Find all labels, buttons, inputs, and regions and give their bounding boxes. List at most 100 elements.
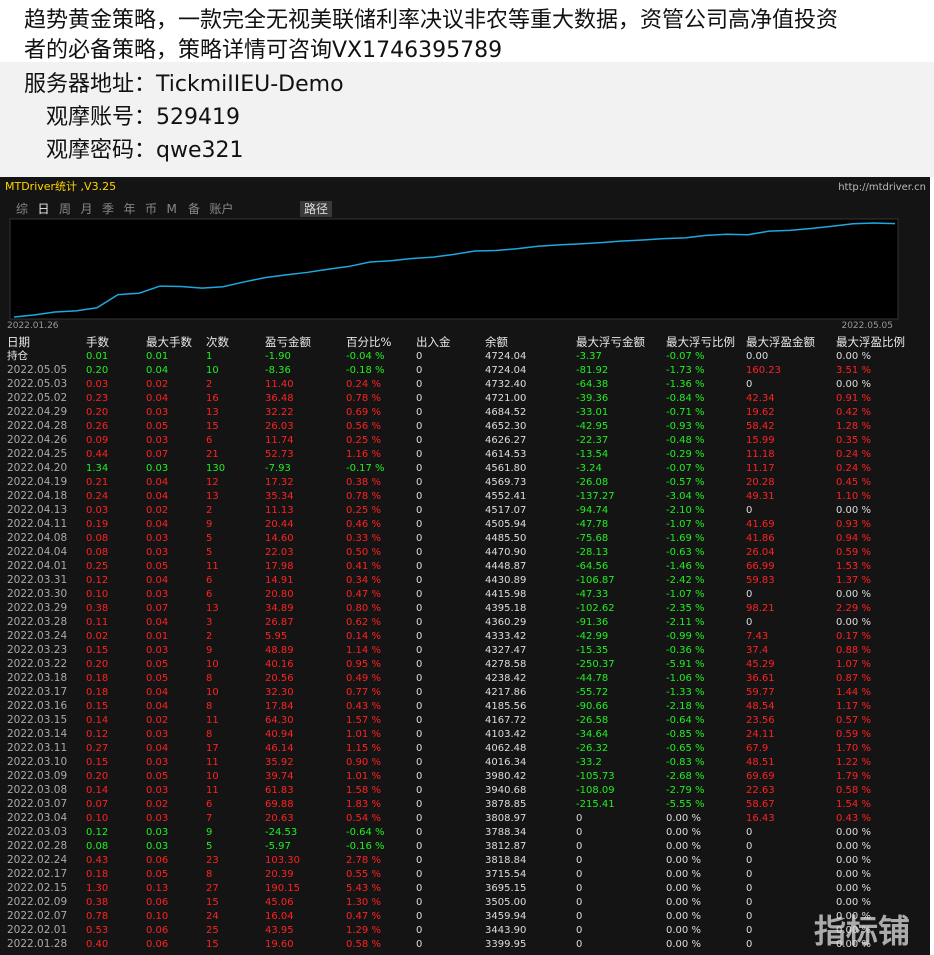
table-cell: 0 [416, 589, 422, 600]
table-cell: 4626.27 [485, 435, 526, 446]
table-cell: 14.91 [265, 575, 294, 586]
tab[interactable]: 币 [145, 202, 157, 216]
table-cell: 11.18 [746, 449, 775, 460]
table-cell: 25 [206, 925, 219, 936]
table-cell: 0.24 % [836, 449, 871, 460]
table-cell: 4569.73 [485, 477, 526, 488]
table-cell: 69.88 [265, 799, 294, 810]
table-cell: 103.30 [265, 855, 300, 866]
table-cell: 1.70 % [836, 743, 871, 754]
table-cell: 0.04 [146, 365, 168, 376]
table-cell: 0.13 [146, 883, 168, 894]
table-cell: -108.09 [576, 785, 615, 796]
tab[interactable]: 备 [188, 202, 200, 216]
table-cell: 1.34 [86, 463, 108, 474]
table-cell: 48.89 [265, 645, 294, 656]
table-cell: 12 [206, 477, 219, 488]
table-cell: 11.40 [265, 379, 294, 390]
column-header: 次数 [206, 335, 229, 349]
table-cell: 64.30 [265, 715, 294, 726]
table-cell: 17 [206, 743, 219, 754]
table-cell: 0 [416, 785, 422, 796]
row-date: 2022.05.02 [7, 392, 67, 404]
table-cell: 0.05 [146, 771, 168, 782]
table-cell: 190.15 [265, 883, 300, 894]
table-cell: 0.00 % [666, 911, 701, 922]
table-cell: 0.53 [86, 925, 108, 936]
tab[interactable]: 账户 [210, 201, 234, 216]
column-header: 出入金 [416, 335, 451, 349]
table-cell: 0.23 [86, 393, 108, 404]
table-cell: 1.14 % [346, 645, 381, 656]
tab[interactable]: 年 [124, 202, 136, 216]
table-cell: 0.00 % [666, 883, 701, 894]
table-cell: 0.44 [86, 449, 108, 460]
table-cell: -28.13 [576, 547, 608, 558]
table-cell: 17.98 [265, 561, 294, 572]
table-cell: 0.11 [86, 617, 108, 628]
table-cell: 0 [416, 687, 422, 698]
table-cell: 0.15 [86, 701, 108, 712]
table-cell: 0.00 % [836, 827, 871, 838]
row-date: 2022.02.07 [7, 910, 67, 922]
table-cell: 0.03 [86, 379, 108, 390]
table-cell: 160.23 [746, 365, 781, 376]
table-cell: -1.90 [265, 351, 291, 362]
table-cell: 0 [746, 855, 752, 866]
table-cell: 0.00 % [666, 897, 701, 908]
table-cell: 4552.41 [485, 491, 526, 502]
table-cell: 0.62 % [346, 617, 381, 628]
table-cell: 35.34 [265, 491, 294, 502]
column-header: 最大浮盈比例 [836, 335, 905, 349]
table-cell: 4238.42 [485, 673, 526, 684]
table-cell: 0 [416, 519, 422, 530]
table-cell: 16 [206, 393, 219, 404]
table-cell: 41.69 [746, 519, 775, 530]
table-cell: 3980.42 [485, 771, 526, 782]
table-cell: 4614.53 [485, 449, 526, 460]
table-cell: 0.03 [146, 407, 168, 418]
panel-url[interactable]: http://mtdriver.cn [838, 182, 926, 193]
table-cell: 0.03 [146, 435, 168, 446]
tab[interactable]: M [167, 202, 177, 216]
row-date: 2022.04.26 [7, 434, 67, 446]
table-cell: -106.87 [576, 575, 615, 586]
table-cell: 1.28 % [836, 421, 871, 432]
table-cell: 0.80 % [346, 603, 381, 614]
table-cell: -0.64 % [346, 827, 385, 838]
table-cell: 0 [416, 505, 422, 516]
table-cell: 8 [206, 729, 212, 740]
table-cell: 0.00 % [836, 897, 871, 908]
tab[interactable]: 周 [59, 202, 71, 216]
row-date: 2022.03.03 [7, 826, 67, 838]
table-cell: 16.04 [265, 911, 294, 922]
table-cell: 0.08 [86, 547, 108, 558]
row-date: 2022.03.17 [7, 686, 67, 698]
table-cell: 20.56 [265, 673, 294, 684]
table-cell: 0.00 % [836, 617, 871, 628]
table-cell: 0.25 [86, 561, 108, 572]
row-date: 2022.04.18 [7, 490, 67, 502]
tab[interactable]: 月 [81, 202, 93, 216]
table-cell: -0.85 % [666, 729, 705, 740]
table-cell: 4327.47 [485, 645, 526, 656]
table-cell: 0 [416, 925, 422, 936]
table-cell: 0.00 % [666, 869, 701, 880]
table-cell: 0.27 [86, 743, 108, 754]
table-cell: 4062.48 [485, 743, 526, 754]
table-cell: 26.87 [265, 617, 294, 628]
tab[interactable]: 季 [102, 202, 114, 216]
tab[interactable]: 日 [38, 202, 50, 216]
table-cell: 0 [416, 379, 422, 390]
table-cell: 0.12 [86, 575, 108, 586]
chart-start-label: 2022.01.26 [7, 321, 59, 331]
table-cell: 0 [576, 925, 582, 936]
table-cell: 3.51 % [836, 365, 871, 376]
table-cell: 1.53 % [836, 561, 871, 572]
tab[interactable]: 综 [16, 202, 28, 216]
tab[interactable]: 路径 [304, 201, 328, 216]
table-cell: 0.18 [86, 687, 108, 698]
table-cell: 0.55 % [346, 869, 381, 880]
table-cell: -22.37 [576, 435, 608, 446]
table-cell: 8 [206, 673, 212, 684]
